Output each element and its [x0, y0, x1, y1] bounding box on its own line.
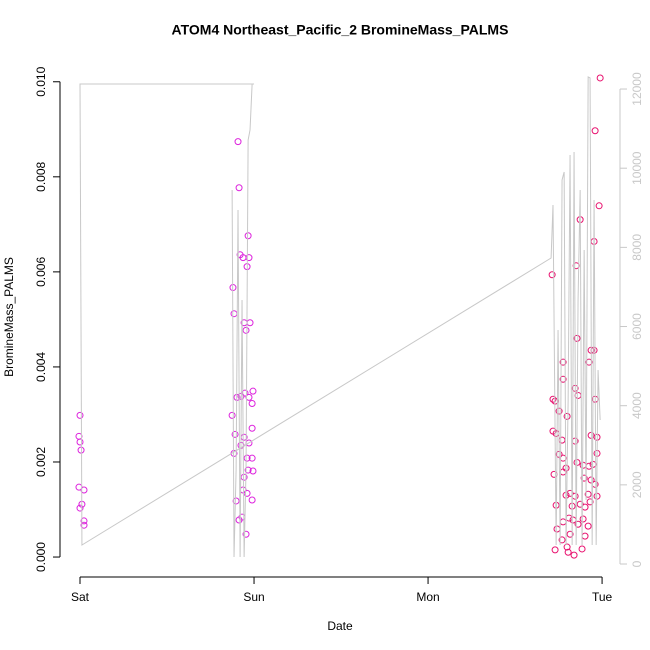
data-point — [549, 395, 557, 403]
data-point — [245, 254, 253, 262]
y2-tick-label: 6000 — [630, 313, 644, 340]
data-point — [581, 503, 589, 511]
data-point — [248, 496, 256, 504]
y2-tick-label: 10000 — [630, 151, 644, 185]
data-point — [574, 391, 582, 399]
data-point — [559, 518, 567, 526]
data-point — [235, 516, 243, 524]
data-point — [584, 522, 592, 530]
data-point — [558, 536, 566, 544]
chart-title: ATOM4 Northeast_Pacific_2 BromineMass_PA… — [172, 22, 509, 38]
data-point — [559, 375, 567, 383]
data-point — [553, 525, 561, 533]
y-tick-label: 0.008 — [34, 161, 48, 191]
data-point — [76, 438, 84, 446]
data-point — [566, 530, 574, 538]
data-point — [584, 490, 592, 498]
x-tick-label: Sun — [243, 590, 264, 604]
y-tick-label: 0.006 — [34, 257, 48, 287]
data-point — [564, 548, 572, 556]
y2-tick-label: 0 — [630, 560, 644, 567]
data-point — [248, 424, 256, 432]
data-point — [559, 358, 567, 366]
x-tick-label: Sat — [71, 590, 90, 604]
data-point — [563, 412, 571, 420]
y2-tick-label: 8000 — [630, 234, 644, 261]
x-axis-title: Date — [327, 619, 353, 633]
x-tick-label: Tue — [592, 590, 613, 604]
data-point — [581, 532, 589, 540]
data-point — [80, 517, 88, 525]
data-point — [243, 454, 251, 462]
data-point — [232, 497, 240, 505]
data-point — [558, 436, 566, 444]
data-point — [245, 393, 253, 401]
data-point — [551, 546, 559, 554]
data-point — [578, 545, 586, 553]
data-point — [246, 319, 254, 327]
data-point — [248, 454, 256, 462]
data-point — [248, 400, 256, 408]
data-point — [570, 551, 578, 559]
data-point — [573, 334, 581, 342]
y-tick-label: 0.004 — [34, 352, 48, 382]
data-point — [231, 430, 239, 438]
y-tick-label: 0.002 — [34, 447, 48, 477]
data-point — [244, 466, 252, 474]
data-point — [230, 310, 238, 318]
data-point — [249, 387, 257, 395]
data-point — [242, 326, 250, 334]
data-point — [587, 476, 595, 484]
data-point — [596, 74, 604, 82]
data-point — [574, 520, 582, 528]
y-tick-label: 0.000 — [34, 542, 48, 572]
data-point — [80, 521, 88, 529]
y2-tick-label: 12000 — [630, 72, 644, 106]
y2-tick-label: 4000 — [630, 392, 644, 419]
data-point — [228, 411, 236, 419]
data-point — [579, 515, 587, 523]
data-point — [234, 138, 242, 146]
data-point — [563, 543, 571, 551]
data-point — [242, 530, 250, 538]
data-point — [80, 486, 88, 494]
data-point — [235, 184, 243, 192]
data-point — [76, 411, 84, 419]
data-point — [595, 202, 603, 210]
y-axis-title: BromineMass_PALMS — [2, 257, 16, 377]
y-tick-label: 0.010 — [34, 66, 48, 96]
data-point — [76, 504, 84, 512]
data-point — [249, 467, 257, 475]
data-point — [244, 232, 252, 240]
data-point — [580, 474, 588, 482]
data-point — [571, 492, 579, 500]
data-point — [548, 271, 556, 279]
data-point — [591, 127, 599, 135]
y2-tick-label: 2000 — [630, 471, 644, 498]
data-point — [586, 498, 594, 506]
x-tick-label: Mon — [416, 590, 439, 604]
data-point — [585, 358, 593, 366]
series-line — [79, 76, 601, 558]
data-point — [550, 470, 558, 478]
